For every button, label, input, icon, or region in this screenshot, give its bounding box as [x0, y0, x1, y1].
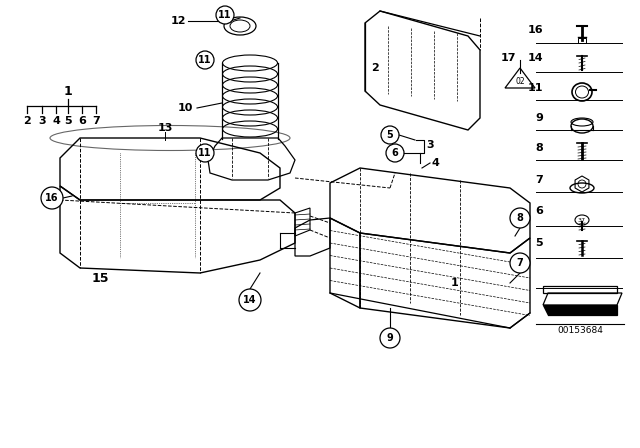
- Text: 9: 9: [535, 113, 543, 123]
- Text: 16: 16: [527, 25, 543, 35]
- Text: 4: 4: [52, 116, 60, 126]
- Circle shape: [196, 144, 214, 162]
- Text: 7: 7: [516, 258, 524, 268]
- Text: 2: 2: [371, 63, 379, 73]
- Text: 12: 12: [170, 16, 186, 26]
- Text: 1: 1: [63, 85, 72, 98]
- Text: 10: 10: [177, 103, 193, 113]
- Text: 3: 3: [38, 116, 46, 126]
- Text: 5: 5: [387, 130, 394, 140]
- Text: 37: 37: [578, 217, 586, 223]
- Text: 7: 7: [535, 175, 543, 185]
- Text: 1: 1: [451, 278, 459, 288]
- Circle shape: [216, 6, 234, 24]
- Text: 15: 15: [92, 271, 109, 284]
- Text: 6: 6: [535, 206, 543, 216]
- Text: 16: 16: [45, 193, 59, 203]
- Text: 14: 14: [527, 53, 543, 63]
- Circle shape: [196, 51, 214, 69]
- Text: 4: 4: [431, 158, 439, 168]
- Text: 5: 5: [64, 116, 72, 126]
- Polygon shape: [543, 305, 617, 315]
- Circle shape: [239, 289, 261, 311]
- Text: 6: 6: [392, 148, 398, 158]
- Text: 8: 8: [516, 213, 524, 223]
- Text: 6: 6: [78, 116, 86, 126]
- Text: 13: 13: [157, 123, 173, 133]
- Text: 17: 17: [500, 53, 516, 63]
- Text: 8: 8: [535, 143, 543, 153]
- Text: 11: 11: [527, 83, 543, 93]
- Text: 11: 11: [198, 55, 212, 65]
- Text: 7: 7: [92, 116, 100, 126]
- Text: 00153684: 00153684: [557, 326, 603, 335]
- Text: 2: 2: [23, 116, 31, 126]
- Text: 14: 14: [243, 295, 257, 305]
- Circle shape: [41, 187, 63, 209]
- Circle shape: [381, 126, 399, 144]
- Circle shape: [510, 208, 530, 228]
- Text: 11: 11: [198, 148, 212, 158]
- Text: 9: 9: [387, 333, 394, 343]
- Text: 3: 3: [426, 140, 434, 150]
- Circle shape: [510, 253, 530, 273]
- Text: 5: 5: [536, 238, 543, 248]
- Circle shape: [380, 328, 400, 348]
- Text: 11: 11: [218, 10, 232, 20]
- Text: 02: 02: [515, 77, 525, 86]
- Circle shape: [386, 144, 404, 162]
